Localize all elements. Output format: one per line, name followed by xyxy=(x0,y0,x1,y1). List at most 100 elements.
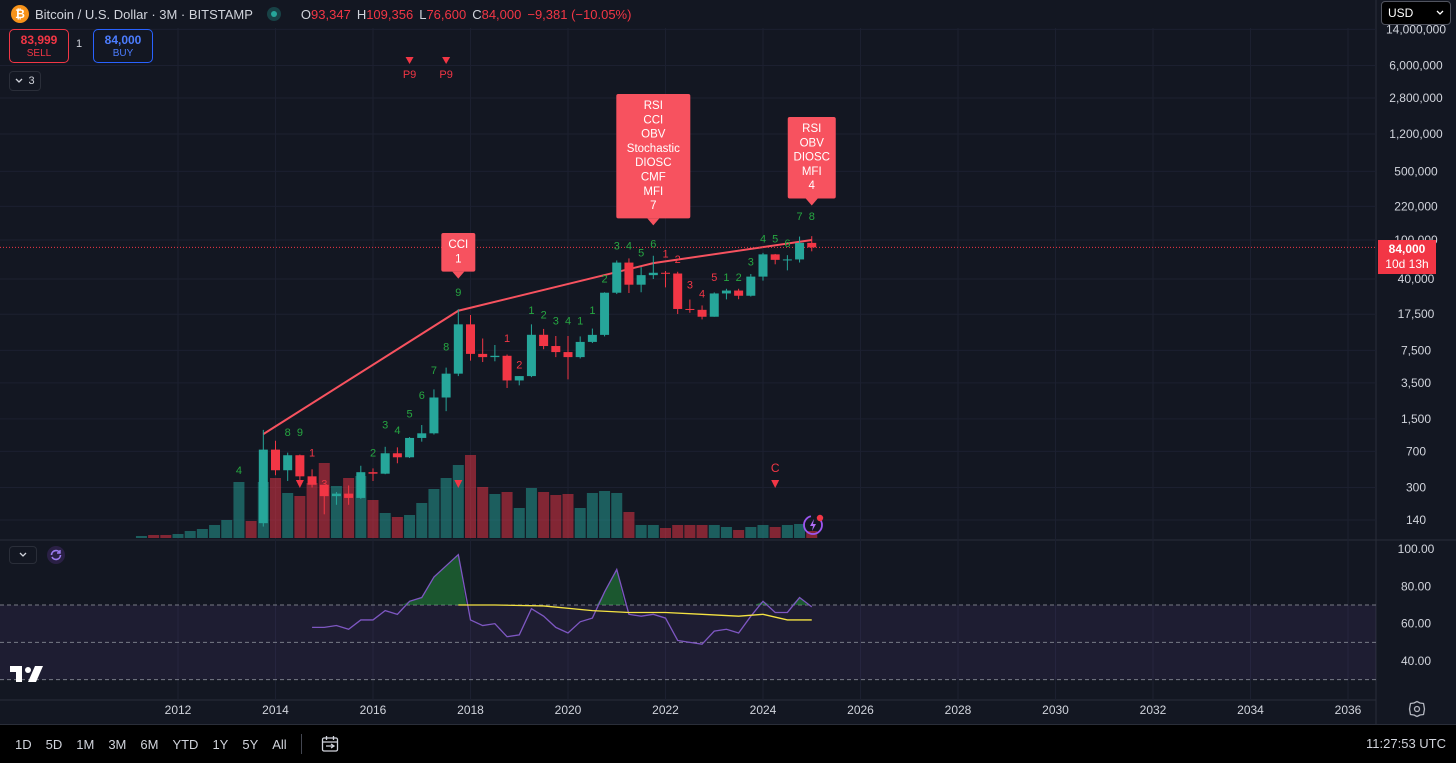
candle-body xyxy=(405,437,415,458)
range-5y[interactable]: 5Y xyxy=(242,736,259,752)
candle-body xyxy=(636,275,646,285)
down-triangle-icon xyxy=(442,57,451,64)
indicators-collapse-button[interactable]: 3 xyxy=(9,71,41,91)
order-quantity[interactable]: 1 xyxy=(76,38,83,50)
td-count-label: 8 xyxy=(443,341,449,353)
bottom-toolbar: 1D 5D 1M 3M 6M YTD 1Y 5Y All 11:27:53 UT… xyxy=(0,724,1456,763)
volume-bar xyxy=(781,525,793,538)
volume-bar xyxy=(550,495,562,538)
range-1m[interactable]: 1M xyxy=(76,736,95,752)
rsi-tick-label: 80.00 xyxy=(1401,579,1431,593)
volume-bar xyxy=(635,525,647,538)
candle-body xyxy=(258,449,268,524)
td-count-label: 8 xyxy=(285,427,291,439)
callout-text: DIOSC xyxy=(794,152,830,164)
td-count-label: 6 xyxy=(784,238,790,250)
price-tick-label: 3,500 xyxy=(1401,376,1431,390)
range-all[interactable]: All xyxy=(272,736,287,752)
candle-body xyxy=(551,346,561,353)
td-count-label: 4 xyxy=(565,315,571,327)
volume-bar xyxy=(733,530,745,538)
td-count-label: 2 xyxy=(516,359,522,371)
price-tick-label: 140 xyxy=(1406,513,1426,527)
price-tick-label: 40,000 xyxy=(1398,272,1435,286)
down-triangle-icon xyxy=(771,480,780,488)
buy-button[interactable]: 84,000 BUY xyxy=(93,29,153,63)
td-count-label: 3 xyxy=(321,479,327,491)
volume-bar xyxy=(720,527,732,538)
x-tick-label: 2024 xyxy=(750,703,777,717)
td-count-label: 5 xyxy=(772,234,778,246)
signal-label: C xyxy=(771,461,780,475)
callout-text: MFI xyxy=(802,166,822,178)
candle-body xyxy=(344,493,354,498)
sell-button[interactable]: 83,999 SELL xyxy=(9,29,69,63)
volume-bar xyxy=(282,493,294,538)
candle-body xyxy=(319,484,329,497)
candle-body xyxy=(709,293,719,317)
range-ytd[interactable]: YTD xyxy=(172,736,199,752)
down-triangle-icon xyxy=(295,480,304,488)
candle-body xyxy=(368,472,378,474)
range-6m[interactable]: 6M xyxy=(140,736,159,752)
volume-bar xyxy=(586,493,598,538)
callout-text: DIOSC xyxy=(635,157,671,169)
tradingview-logo-icon xyxy=(10,666,43,682)
close-label: C xyxy=(472,6,482,22)
volume-bar xyxy=(355,476,367,538)
volume-bar xyxy=(245,521,257,538)
td-count-label: 1 xyxy=(589,305,595,317)
candle-body xyxy=(490,355,500,358)
volume-bar xyxy=(428,489,440,538)
rsi-overbought-fill xyxy=(596,569,625,605)
volume-bar xyxy=(294,496,306,538)
candle-body xyxy=(502,355,512,381)
x-tick-label: 2016 xyxy=(360,703,387,717)
volume-bar xyxy=(684,525,696,538)
lightning-alert-icon[interactable] xyxy=(800,510,828,538)
volume-bar xyxy=(330,486,342,538)
callout-text: CMF xyxy=(641,172,666,184)
candle-body xyxy=(673,273,683,309)
chevron-down-icon xyxy=(1436,10,1444,15)
candle-body xyxy=(283,455,293,471)
rsi-collapse-button[interactable] xyxy=(9,546,37,564)
candle-body xyxy=(478,353,488,358)
symbol-title[interactable]: Bitcoin / U.S. Dollar · 3M · BITSTAMP xyxy=(35,6,253,22)
td-count-label: 3 xyxy=(687,280,693,292)
candle-body xyxy=(721,290,731,294)
price-tick-label: 500,000 xyxy=(1394,164,1438,178)
volume-bar xyxy=(343,478,355,538)
low-value: 76,600 xyxy=(426,6,467,22)
calendar-icon[interactable] xyxy=(320,734,340,754)
currency-select[interactable]: USD xyxy=(1381,1,1451,25)
volume-bar xyxy=(611,493,623,538)
candle-body xyxy=(526,334,536,377)
price-tick-label: 1,500 xyxy=(1401,412,1431,426)
x-tick-label: 2018 xyxy=(457,703,484,717)
perfect-setup-label: P9 xyxy=(439,69,452,81)
price-tick-label: 2,800,000 xyxy=(1389,91,1443,105)
bar-countdown: 10d 13h xyxy=(1385,257,1429,271)
volume-bar xyxy=(513,508,525,538)
divergence-callout: RSI CCI OBV Stochastic DIOSC CMF MFI 7 xyxy=(616,94,691,226)
callout-text: OBV xyxy=(641,129,666,141)
clock[interactable]: 11:27:53 UTC xyxy=(1366,736,1446,751)
td-count-label: 3 xyxy=(748,256,754,268)
volume-bar xyxy=(270,478,281,538)
last-price-tag: 84,000 10d 13h xyxy=(1378,240,1436,274)
volume-bar xyxy=(489,494,501,538)
volume-bar xyxy=(221,520,233,538)
td-count-label: 4 xyxy=(394,425,400,437)
range-1d[interactable]: 1D xyxy=(15,736,32,752)
volume-bar xyxy=(647,525,659,538)
range-3m[interactable]: 3M xyxy=(108,736,127,752)
gear-icon[interactable] xyxy=(1408,700,1426,718)
range-5d[interactable]: 5D xyxy=(45,736,63,752)
candle-body xyxy=(307,476,317,485)
range-1y[interactable]: 1Y xyxy=(212,736,229,752)
refresh-icon[interactable] xyxy=(46,545,66,565)
td-count-label: 6 xyxy=(419,390,425,402)
volume-bar xyxy=(562,494,574,538)
